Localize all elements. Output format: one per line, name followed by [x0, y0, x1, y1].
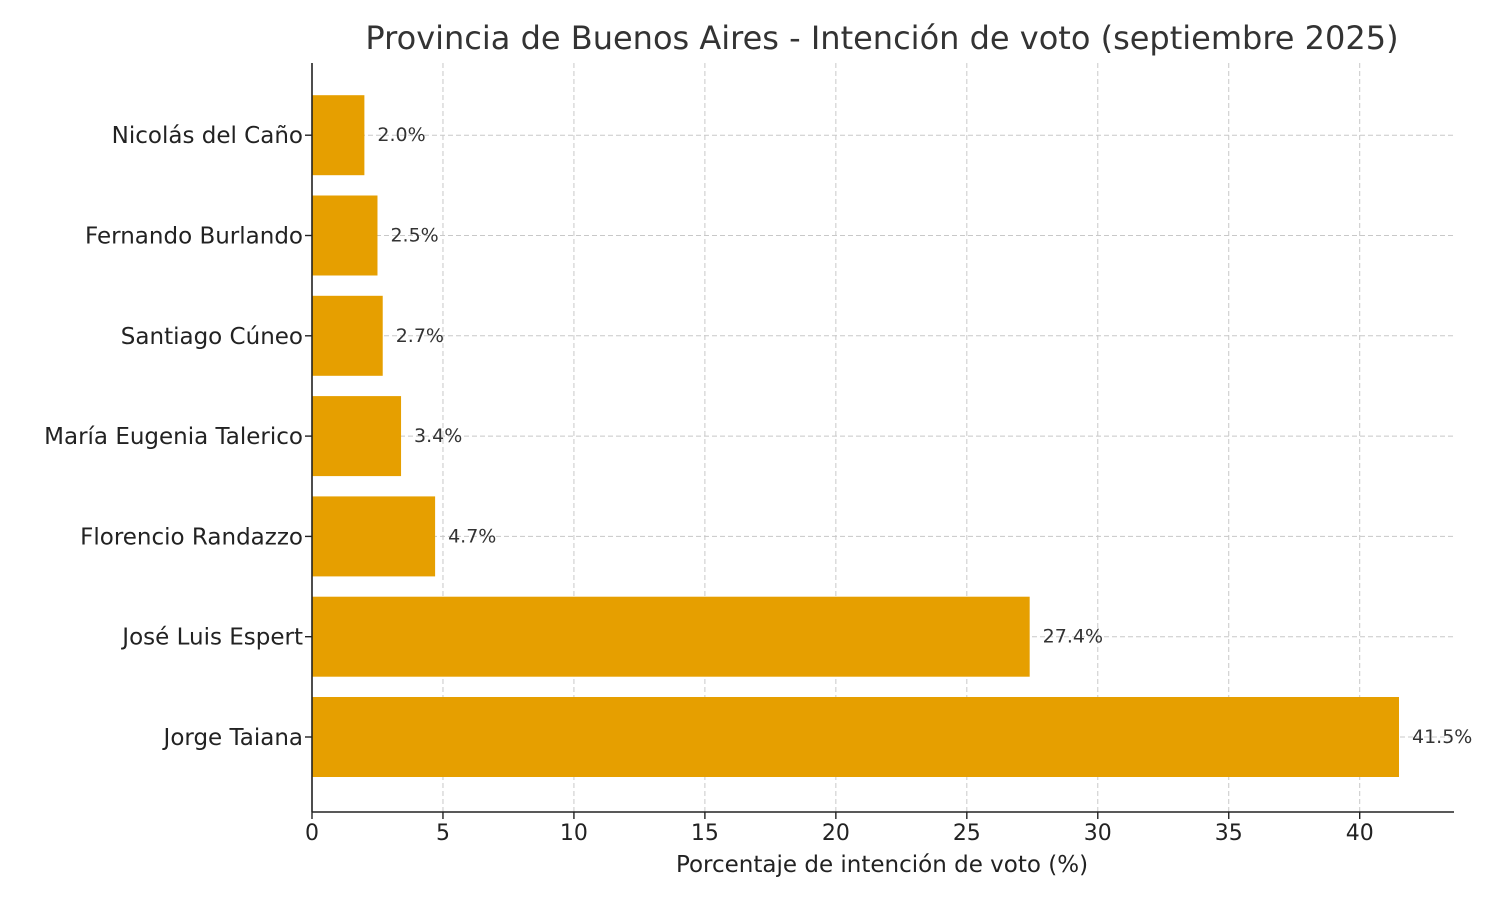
x-tick-label: 40 [1346, 821, 1374, 846]
x-tick-label: 0 [305, 821, 319, 846]
bar [312, 195, 378, 276]
bar [312, 396, 402, 477]
data-label: 41.5% [1412, 726, 1472, 748]
x-tick-label: 25 [953, 821, 981, 846]
data-label: 4.7% [448, 525, 496, 547]
bar [312, 95, 365, 176]
x-tick-label: 15 [691, 821, 719, 846]
bar [312, 496, 436, 577]
data-label: 3.4% [414, 425, 462, 447]
bar [312, 295, 383, 376]
data-label: 2.0% [377, 124, 425, 146]
data-labels: 41.5% 27.4% 4.7% 3.4% 2.7% 2.5% 2.0% [377, 124, 1472, 748]
category-label: María Eugenia Talerico [44, 424, 303, 450]
x-tick-label: 5 [436, 821, 450, 846]
category-label: José Luis Espert [120, 625, 303, 651]
data-label: 2.5% [390, 225, 438, 247]
x-tick-label: 30 [1084, 821, 1112, 846]
bar [312, 697, 1399, 777]
category-label: Jorge Taiana [162, 725, 303, 751]
bar [312, 596, 1030, 677]
x-tick-label: 10 [560, 821, 588, 846]
x-ticks: 0 5 10 15 20 25 30 35 40 [305, 812, 1374, 846]
data-label: 2.7% [396, 325, 444, 347]
axes [311, 63, 1454, 813]
x-tick-label: 20 [822, 821, 850, 846]
x-axis-label: Porcentaje de intención de voto (%) [676, 852, 1088, 878]
bars [312, 95, 1399, 777]
category-label: Fernando Burlando [85, 224, 303, 250]
chart-title: Provincia de Buenos Aires - Intención de… [365, 19, 1398, 57]
category-label: Santiago Cúneo [121, 324, 303, 350]
category-label: Florencio Randazzo [80, 524, 303, 550]
data-label: 27.4% [1043, 626, 1103, 648]
category-label: Nicolás del Caño [112, 123, 303, 149]
y-ticks: Jorge Taiana José Luis Espert Florencio Ra… [44, 123, 312, 751]
x-tick-label: 35 [1215, 821, 1243, 846]
